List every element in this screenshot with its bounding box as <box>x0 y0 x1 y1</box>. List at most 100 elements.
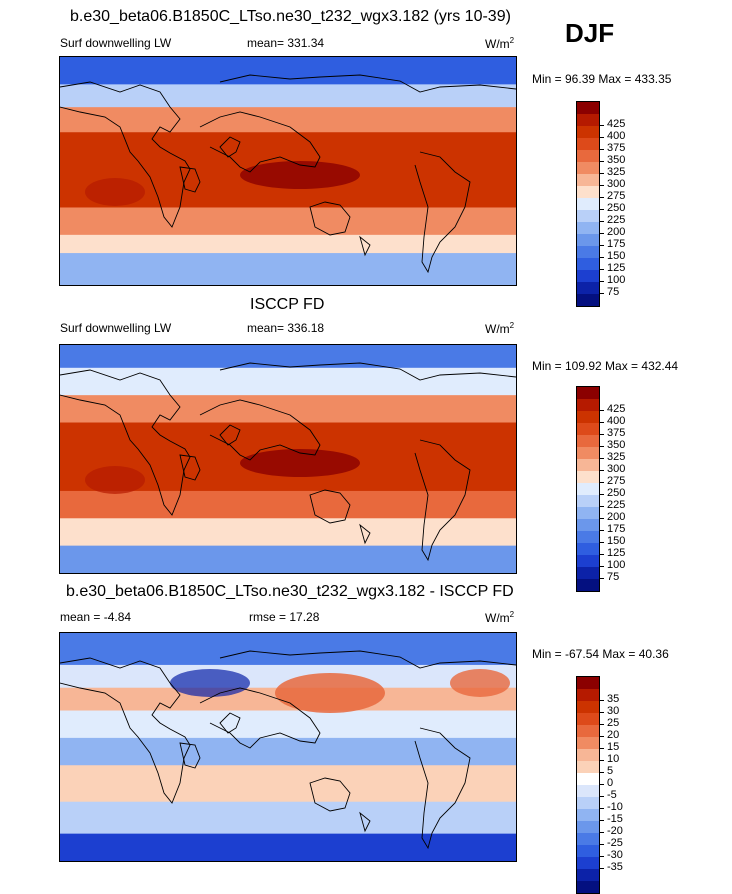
colorbar-swatch <box>577 749 599 761</box>
colorbar-swatch <box>577 174 599 186</box>
colorbar-swatch <box>577 222 599 234</box>
colorbar-tick-label: 30 <box>598 705 620 717</box>
colorbar-tick-label: -15 <box>599 813 623 825</box>
colorbar-tick-label: -5 <box>599 789 617 801</box>
colorbar-swatch <box>577 387 599 399</box>
colorbar-swatch <box>577 507 599 519</box>
colorbar-tick-label: 175 <box>598 523 626 535</box>
panel-2-map <box>59 344 517 574</box>
colorbar-tick-label: -30 <box>599 849 623 861</box>
colorbar-swatch <box>577 677 599 689</box>
colorbar-swatch <box>577 198 599 210</box>
colorbar-swatch <box>577 150 599 162</box>
panel-1-map <box>59 56 517 286</box>
colorbar-tick-label: 225 <box>598 499 626 511</box>
panel-1-mean-label: mean= 331.34 <box>247 36 325 50</box>
colorbar-tick-label: 5 <box>598 765 614 777</box>
panel-3-minmax: Min = -67.54 Max = 40.36 <box>532 647 669 661</box>
panel-2-minmax: Min = 109.92 Max = 432.44 <box>532 359 679 373</box>
colorbar-tick-label: -10 <box>599 801 623 813</box>
colorbar-swatch <box>577 869 599 881</box>
colorbar-tick-label: 15 <box>598 741 620 753</box>
colorbar-swatch <box>577 881 599 893</box>
colorbar-tick-label: 125 <box>598 262 626 274</box>
colorbar-tick-label: 400 <box>598 130 626 142</box>
colorbar-swatch <box>577 282 599 294</box>
panel-3-units: W/m2 <box>485 610 515 625</box>
panel-1-minmax: Min = 96.39 Max = 433.35 <box>532 72 672 86</box>
panel-2-title: ISCCP FD <box>250 296 325 313</box>
colorbar-tick-label: 300 <box>598 463 626 475</box>
colorbar-tick-label: 250 <box>598 487 626 499</box>
panel-3-rmse-label: rmse = 17.28 <box>249 610 320 624</box>
colorbar-swatch <box>577 785 599 797</box>
colorbar-swatch <box>577 567 599 579</box>
colorbar-swatch <box>577 531 599 543</box>
colorbar-tick-label: 0 <box>598 777 614 789</box>
panel-3-title: b.e30_beta06.B1850C_LTso.ne30_t232_wgx3.… <box>66 583 514 600</box>
colorbar-swatch <box>577 761 599 773</box>
panel-1-units: W/m2 <box>485 36 515 51</box>
colorbar-tick-label: 25 <box>598 717 620 729</box>
colorbar-tick-label: 200 <box>598 226 626 238</box>
colorbar-swatch <box>577 725 599 737</box>
colorbar-tick-label: 35 <box>598 693 620 705</box>
colorbar-tick-label: 20 <box>598 729 620 741</box>
colorbar-tick-label: 325 <box>598 451 626 463</box>
colorbar-swatch <box>577 821 599 833</box>
colorbar-tick-label: 175 <box>598 238 626 250</box>
colorbar-swatch <box>577 258 599 270</box>
colorbar-swatch <box>577 399 599 411</box>
panel-3-colorbar <box>576 676 600 894</box>
colorbar-tick-label: 375 <box>598 142 626 154</box>
colorbar-swatch <box>577 210 599 222</box>
colorbar-tick-label: 325 <box>598 166 626 178</box>
colorbar-tick-label: 350 <box>598 439 626 451</box>
colorbar-swatch <box>577 423 599 435</box>
colorbar-swatch <box>577 246 599 258</box>
colorbar-swatch <box>577 234 599 246</box>
colorbar-swatch <box>577 270 599 282</box>
colorbar-swatch <box>577 411 599 423</box>
season-label: DJF <box>565 18 615 48</box>
colorbar-tick-label: 425 <box>598 403 626 415</box>
colorbar-tick-label: 75 <box>598 571 620 583</box>
panel-3-map <box>59 632 517 862</box>
colorbar-swatch <box>577 543 599 555</box>
colorbar-swatch <box>577 126 599 138</box>
panel-1-colorbar <box>576 101 600 307</box>
colorbar-swatch <box>577 435 599 447</box>
colorbar-swatch <box>577 102 599 114</box>
colorbar-swatch <box>577 689 599 701</box>
colorbar-swatch <box>577 138 599 150</box>
colorbar-tick-label: 225 <box>598 214 626 226</box>
colorbar-tick-label: 275 <box>598 475 626 487</box>
colorbar-tick-label: -20 <box>599 825 623 837</box>
colorbar-swatch <box>577 294 599 306</box>
panel-2-colorbar <box>576 386 600 592</box>
colorbar-tick-label: 375 <box>598 427 626 439</box>
colorbar-swatch <box>577 701 599 713</box>
colorbar-swatch <box>577 114 599 126</box>
colorbar-tick-label: -25 <box>599 837 623 849</box>
colorbar-swatch <box>577 459 599 471</box>
colorbar-tick-label: 150 <box>598 535 626 547</box>
colorbar-swatch <box>577 162 599 174</box>
colorbar-swatch <box>577 186 599 198</box>
panel-2-mean-label: mean= 336.18 <box>247 321 325 335</box>
colorbar-swatch <box>577 471 599 483</box>
colorbar-tick-label: 350 <box>598 154 626 166</box>
panel-1-variable-label: Surf downwelling LW <box>60 36 172 50</box>
panel-2-variable-label: Surf downwelling LW <box>60 321 172 335</box>
colorbar-swatch <box>577 713 599 725</box>
colorbar-tick-label: 75 <box>598 286 620 298</box>
panel-1-title: b.e30_beta06.B1850C_LTso.ne30_t232_wgx3.… <box>70 8 511 25</box>
colorbar-swatch <box>577 845 599 857</box>
colorbar-swatch <box>577 579 599 591</box>
colorbar-tick-label: 100 <box>598 274 626 286</box>
colorbar-tick-label: 10 <box>598 753 620 765</box>
colorbar-tick-label: 300 <box>598 178 626 190</box>
panel-2-units: W/m2 <box>485 321 515 336</box>
colorbar-tick-label: -35 <box>599 861 623 873</box>
colorbar-swatch <box>577 447 599 459</box>
